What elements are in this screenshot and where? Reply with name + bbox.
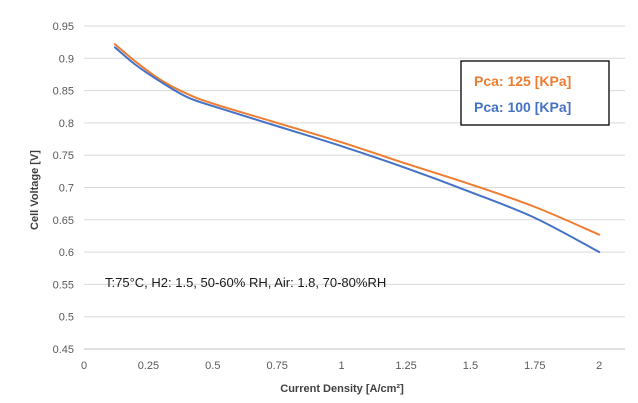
series-line-pca-100: [113, 46, 601, 254]
legend-box: [460, 60, 610, 126]
y-tick-label: 0.8: [59, 118, 74, 130]
x-tick-label: 0.25: [138, 360, 159, 372]
y-tick-label: 0.75: [53, 150, 74, 162]
x-tick-label: 1.5: [463, 360, 478, 372]
legend: Pca: 125 [KPa] Pca: 100 [KPa]: [460, 60, 610, 126]
y-tick-label: 0.7: [59, 183, 74, 195]
y-tick-label: 0.5: [59, 312, 74, 324]
x-tick-label: 0.75: [267, 360, 288, 372]
y-axis-title: Cell Voltage [V]: [29, 150, 41, 230]
y-tick-label: 0.6: [59, 247, 74, 259]
series-line-pca-125: [113, 43, 601, 236]
x-tick-label: 1.75: [524, 360, 545, 372]
y-tick-label: 0.95: [53, 21, 74, 33]
y-axis-ticks: 0.45 0.5 0.55 0.6 0.65 0.7 0.75 0.8 0.85 0.9 0.95: [53, 21, 74, 356]
legend-entry-pca-125: Pca: 125 [KPa]: [474, 73, 571, 89]
x-axis-ticks: 0 0.25 0.5 0.75 1 1.25 1.5 1.75 2: [81, 360, 602, 372]
x-tick-label: 0: [81, 360, 87, 372]
x-tick-label: 1: [339, 360, 345, 372]
gridlines: [84, 25, 625, 350]
series-lines: [113, 43, 601, 254]
y-tick-label: 0.55: [53, 279, 74, 291]
conditions-annotation: T:75°C, H2: 1.5, 50-60% RH, Air: 1.8, 70…: [105, 275, 386, 290]
legend-entry-pca-100: Pca: 100 [KPa]: [474, 99, 571, 115]
x-tick-label: 1.25: [395, 360, 416, 372]
y-tick-label: 0.65: [53, 215, 74, 227]
y-tick-label: 0.85: [53, 86, 74, 98]
x-axis-title: Current Density [A/cm²]: [280, 383, 404, 395]
y-tick-label: 0.45: [53, 344, 74, 356]
y-tick-label: 0.9: [59, 53, 74, 65]
x-tick-label: 2: [596, 360, 602, 372]
x-tick-label: 0.5: [205, 360, 220, 372]
